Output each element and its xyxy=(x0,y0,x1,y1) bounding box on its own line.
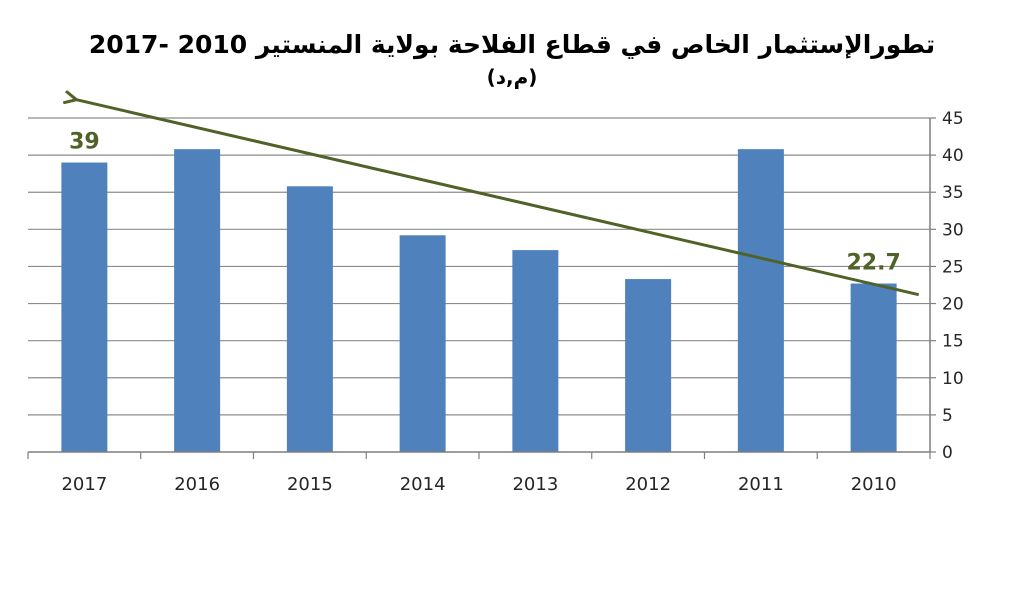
x-tick-label: 2012 xyxy=(625,474,671,495)
bar-2010 xyxy=(850,283,897,452)
bar-2012 xyxy=(625,279,672,452)
y-tick-label: 20 xyxy=(942,295,964,315)
bars xyxy=(61,149,897,453)
y-tick-label: 0 xyxy=(942,443,953,463)
trend-arrow xyxy=(75,99,920,297)
chart-title: تطورالإستثمار الخاص في قطاع الفلاحة بولا… xyxy=(88,30,936,59)
chart-subtitle: (م,د) xyxy=(486,65,538,89)
y-tick-label: 40 xyxy=(942,146,964,166)
y-tick-label: 5 xyxy=(942,406,953,426)
axes: 0 5 10 15 20 25 30 35 40 45 2017 2016 2015 2014 2013 20… xyxy=(27,109,964,495)
bar-2016 xyxy=(174,149,221,452)
x-tick-label: 2013 xyxy=(512,474,558,495)
x-tick-label: 2014 xyxy=(400,474,446,495)
y-tick-label: 15 xyxy=(942,332,964,352)
x-tick-label: 2011 xyxy=(738,474,784,495)
bar-2013 xyxy=(512,250,559,452)
data-label-2010: 22.7 xyxy=(846,251,900,276)
trend xyxy=(75,99,920,297)
y-tick-label: 30 xyxy=(942,220,964,240)
x-tick-label: 2010 xyxy=(851,474,897,495)
y-tick-label: 45 xyxy=(942,109,964,129)
data-labels: 39 22.7 xyxy=(69,130,901,276)
y-tick-label: 35 xyxy=(942,183,964,203)
x-tick-label: 2017 xyxy=(61,474,107,495)
x-tick-label: 2016 xyxy=(174,474,220,495)
bar-2014 xyxy=(399,235,446,452)
bar-2015 xyxy=(286,186,333,453)
bar-2011 xyxy=(737,149,784,452)
y-tick-label: 10 xyxy=(942,369,964,389)
x-tick-label: 2015 xyxy=(287,474,333,495)
bar-2017 xyxy=(61,162,108,453)
data-label-2017: 39 xyxy=(69,130,100,155)
y-tick-label: 25 xyxy=(942,257,964,277)
